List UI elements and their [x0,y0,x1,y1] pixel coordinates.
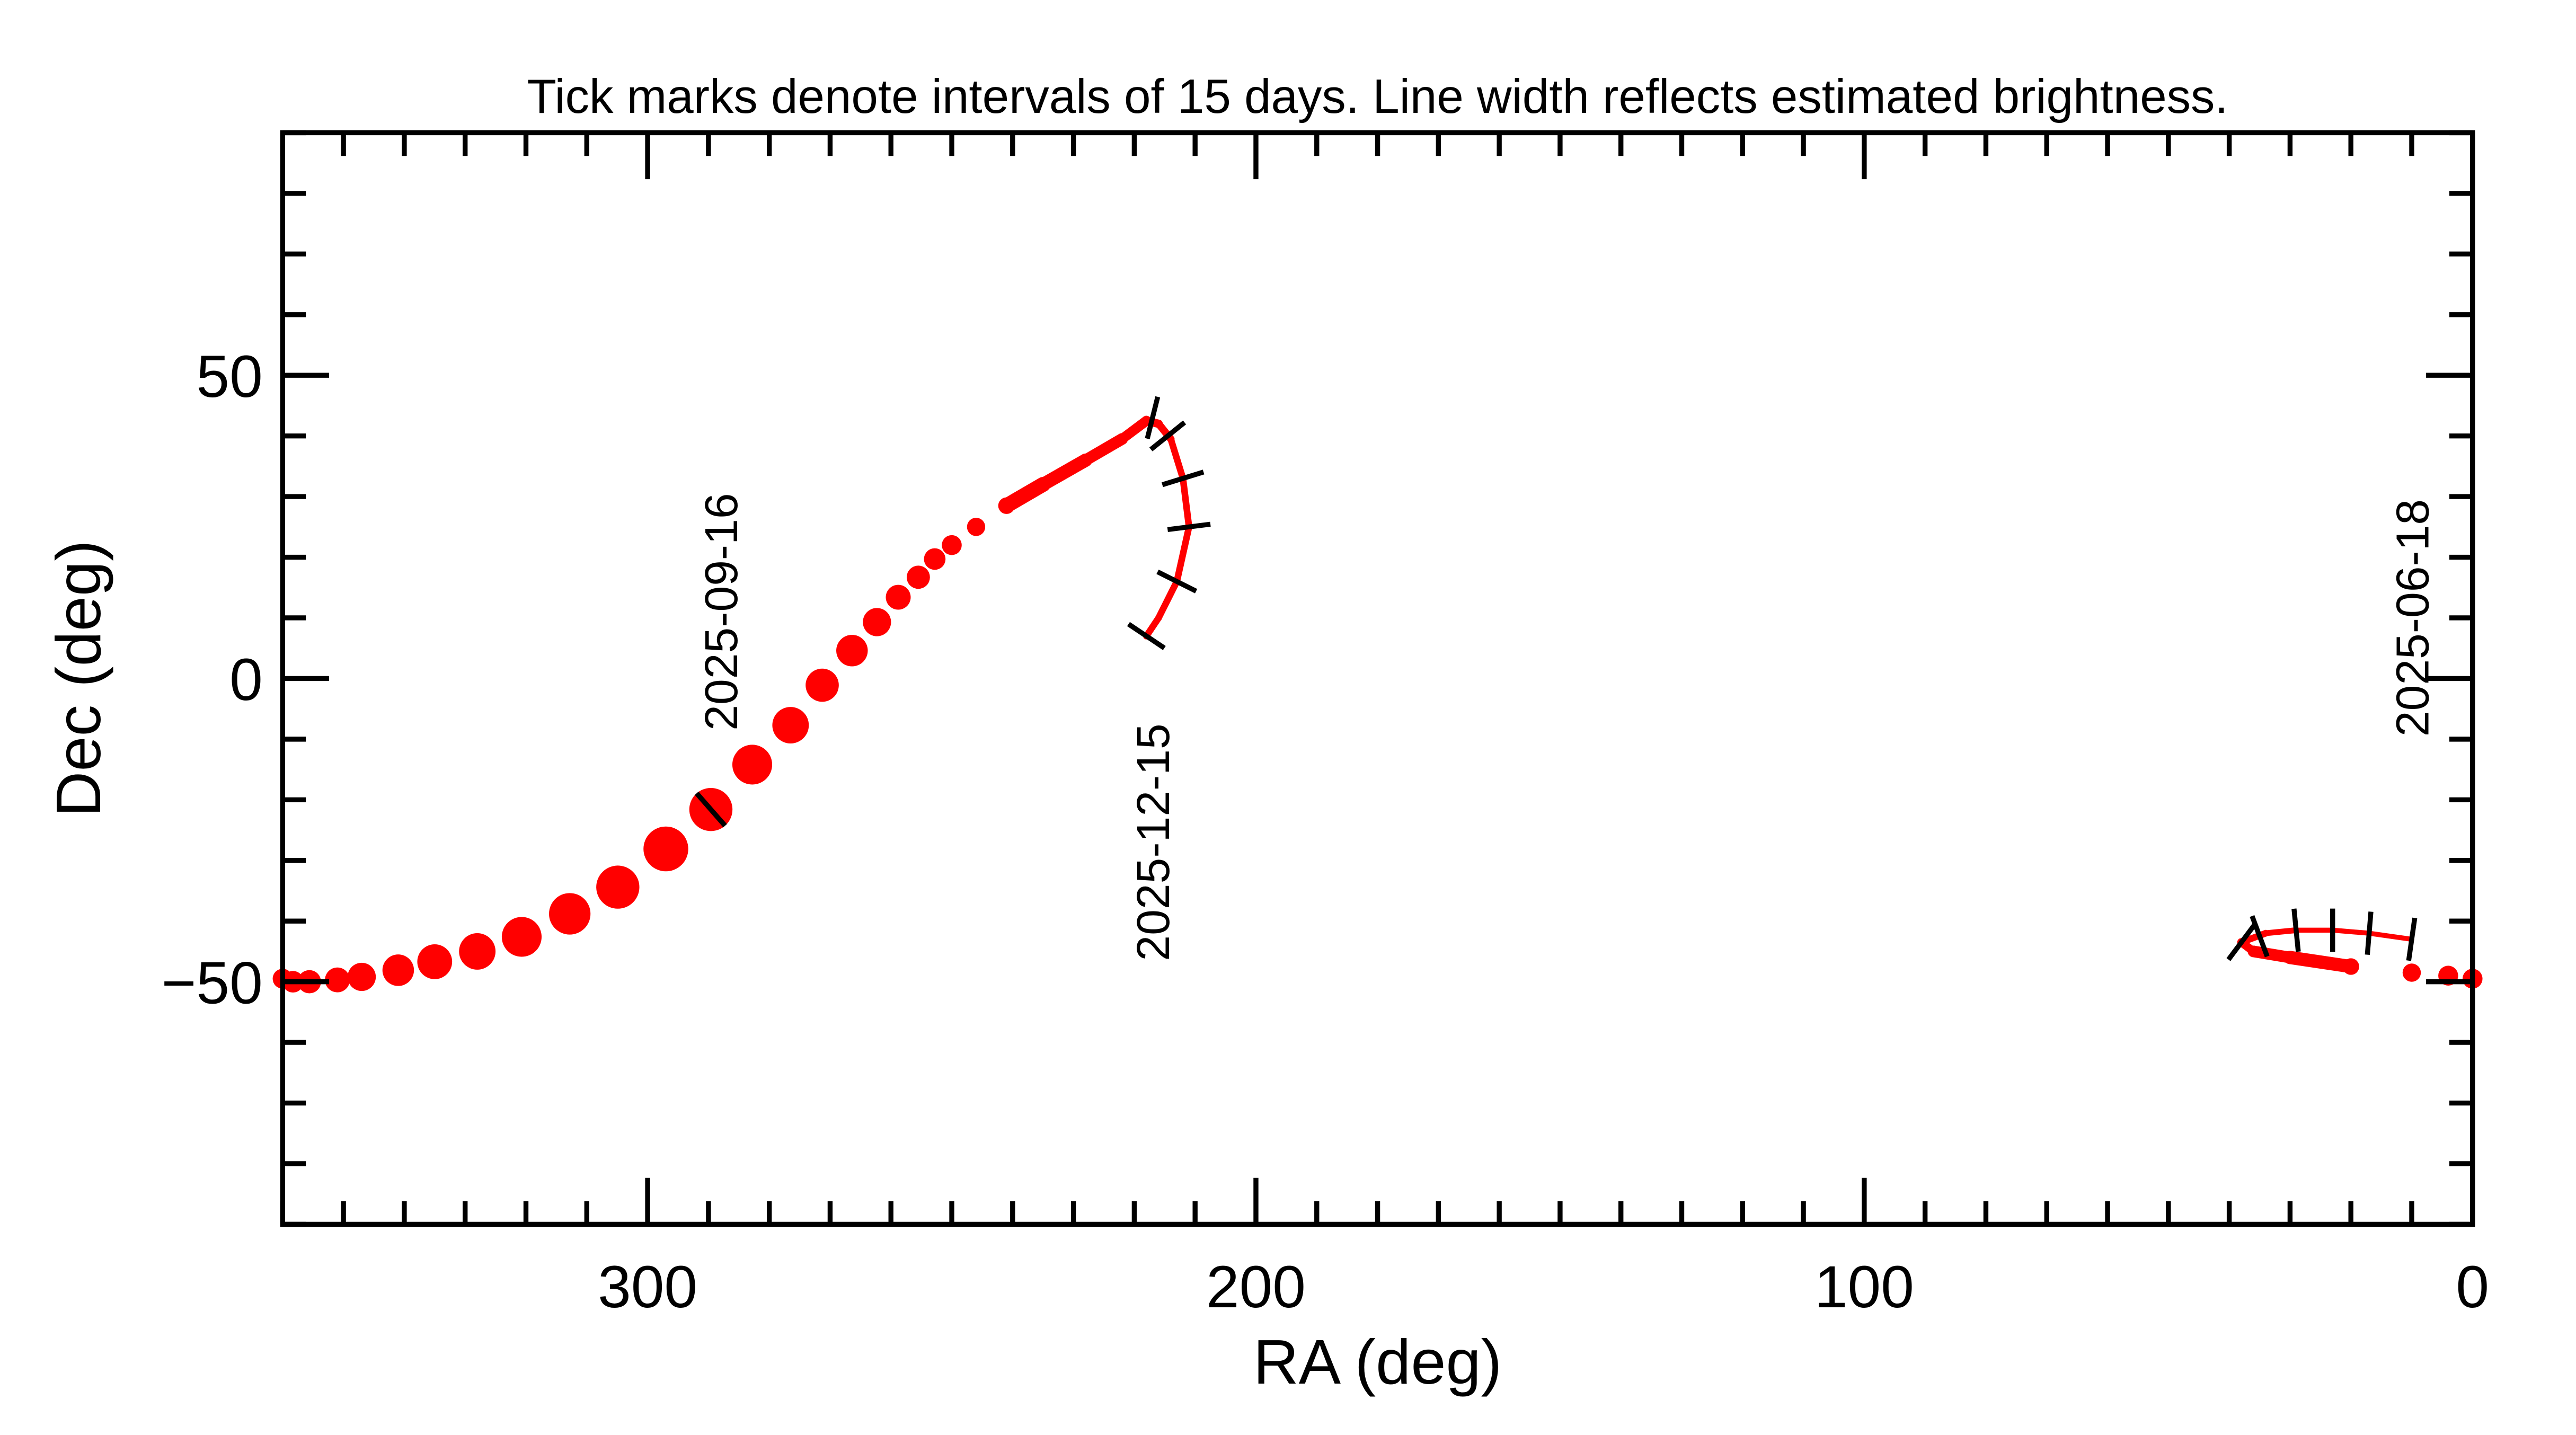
axes [280,130,2475,1227]
trajectory-point [1035,477,1051,492]
y-axis-label: Dec (deg) [43,540,114,817]
trajectory-segment [1173,524,1192,585]
trajectory-point [643,826,688,872]
interval-tick [1127,622,1166,650]
trajectory-point [906,565,930,589]
trajectory-point [942,535,962,555]
interval-tick [2226,923,2256,961]
trajectory-segment [2366,931,2414,942]
trajectory-point [2342,958,2359,975]
chart-title: Tick marks denote intervals of 15 days. … [527,70,2228,123]
trajectory-segment [1143,614,1162,640]
trajectory-point [382,954,414,986]
x-tick-label: 300 [598,1253,697,1320]
trajectory-point [967,518,986,536]
trajectory-point [772,707,809,743]
interval-tick [2406,917,2418,961]
trajectory-point [2262,929,2269,937]
trajectory-segment [2330,927,2372,936]
trajectory-point [998,497,1015,514]
x-tick-label: 200 [1206,1253,1306,1320]
y-tick-labels: 50 0 −50 [162,343,263,1016]
x-tick-label: 0 [2456,1253,2489,1320]
trajectory-point [549,893,591,935]
interval-tick [1161,470,1205,488]
interval-ticks [695,396,2418,961]
x-tick-labels: 300 200 100 0 [598,1253,2489,1320]
date-annotations: 2025-06-18 2025-09-16 2025-12-15 [695,493,2438,961]
trajectory-segment [1155,578,1181,622]
trajectory-segment [2263,927,2299,936]
plot-frame [280,130,2475,1227]
trajectory-point [2402,963,2421,982]
trajectory-point [732,745,773,785]
interval-tick [2250,915,2270,958]
interval-tick [2365,911,2374,955]
interval-tick [695,791,727,828]
trajectory-segment [1179,475,1192,530]
trajectory-segment [1079,433,1128,466]
annotation-2025-12-15: 2025-12-15 [1127,723,1179,961]
trajectory-segment [2283,951,2358,973]
x-axis-label: RA (deg) [1253,1327,1502,1397]
trajectory-point [417,944,453,979]
x-tick-label: 100 [1814,1253,1914,1320]
interval-tick [1145,396,1161,439]
annotation-2025-09-16: 2025-09-16 [695,493,747,730]
y-tick-label: 50 [196,343,262,410]
trajectory-point [459,933,496,970]
trajectory-point [325,967,350,993]
interval-tick [1149,420,1187,451]
trajectory [272,415,2483,994]
interval-tick [1167,521,1211,533]
trajectory-point [863,608,891,636]
trajectory-point [2247,945,2260,958]
annotation-2025-06-18: 2025-06-18 [2386,499,2438,737]
trajectory-point [836,635,868,667]
trajectory-segment [1036,453,1093,491]
trajectory-point [2283,951,2297,964]
trajectory-point [886,584,911,610]
trajectory-point [1155,614,1162,622]
interval-tick [2291,908,2301,952]
interval-tick [1156,569,1198,594]
trajectory-point [347,962,376,991]
trajectory-point [924,548,946,570]
trajectory-point [1154,419,1163,428]
trajectory-point [805,668,839,702]
y-tick-label: −50 [162,949,263,1016]
trajectory-point [1116,433,1128,445]
trajectory-segment [1167,436,1187,482]
trajectory-point [1079,453,1093,467]
y-tick-label: 0 [229,646,263,713]
trajectory-point [596,865,640,909]
trajectory-point [501,917,542,957]
